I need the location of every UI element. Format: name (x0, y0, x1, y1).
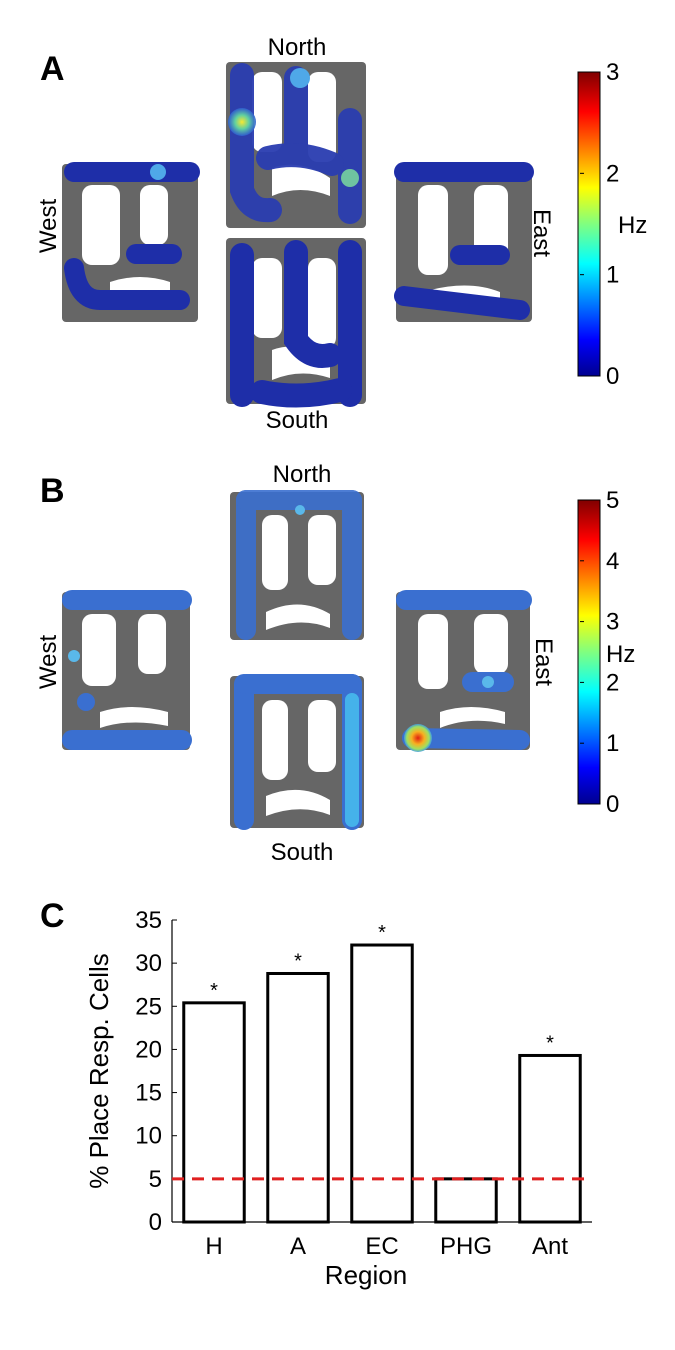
x-tick-label: Ant (532, 1233, 568, 1260)
firing-spot (290, 68, 310, 88)
colorbar-tick-label: 0 (606, 791, 619, 818)
colorbar-tick-label: 2 (606, 669, 619, 696)
panel-c-letter: C (40, 897, 65, 935)
x-tick-label: EC (365, 1233, 398, 1260)
panel-b-maze-south (230, 674, 364, 830)
label-south: South (271, 839, 334, 866)
y-tick-label: 10 (135, 1123, 162, 1150)
y-tick-label: 20 (135, 1036, 162, 1063)
panel-a-colorbar: 0 1 2 3 Hz (577, 59, 647, 390)
panel-a-maze-south (226, 238, 366, 408)
trajectory-paths (394, 162, 534, 320)
x-tick-label: PHG (440, 1233, 492, 1260)
colorbar-unit: Hz (618, 212, 647, 239)
y-tick-label: 15 (135, 1080, 162, 1107)
x-axis-title: Region (325, 1260, 407, 1290)
trajectory-paths (64, 162, 200, 310)
colorbar-ticks: 0 1 2 3 (580, 59, 619, 390)
colorbar-gradient (577, 71, 601, 377)
significance-marker: * (378, 922, 386, 944)
colorbar-tick-label: 1 (606, 730, 619, 757)
label-north: North (273, 461, 332, 488)
trajectory-paths (62, 590, 192, 750)
panel-b-maze-west (62, 590, 192, 750)
firing-spot (68, 650, 80, 662)
bar (350, 943, 414, 1224)
x-tick-label: H (205, 1233, 222, 1260)
label-north: North (268, 34, 327, 61)
firing-spot (77, 693, 95, 711)
colorbar-tick-label: 3 (606, 609, 619, 636)
trajectory-paths (230, 63, 362, 224)
bar (518, 1053, 582, 1224)
bar (266, 971, 330, 1224)
y-tick-label: 35 (135, 907, 162, 934)
panel-b-maze-north (230, 490, 364, 640)
bar-chart: 0 5 10 15 20 25 30 35 H * A * EC * PHG Ant * Region % Plac… (84, 907, 592, 1290)
maze-walls (252, 72, 336, 196)
panel-a-letter: A (40, 50, 65, 88)
colorbar-gradient (577, 499, 601, 805)
y-tick-label: 30 (135, 950, 162, 977)
label-east: East (530, 638, 557, 686)
panel-a: A (35, 34, 647, 434)
colorbar-unit: Hz (606, 641, 635, 668)
maze-walls (262, 515, 336, 630)
panel-b: B (35, 461, 635, 866)
colorbar-tick-label: 4 (606, 548, 619, 575)
colorbar-tick-label: 2 (606, 160, 619, 187)
significance-marker: * (210, 980, 218, 1002)
trajectory-paths (236, 490, 362, 640)
trajectory-paths (230, 240, 362, 408)
panel-b-colorbar: 0 1 2 3 4 5 Hz (577, 487, 635, 818)
bar (182, 1001, 246, 1224)
colorbar-tick-label: 3 (606, 59, 619, 86)
panel-a-maze-east (394, 162, 534, 322)
y-tick-label: 5 (149, 1166, 162, 1193)
panel-c: C 0 5 10 15 20 25 30 35 H * A * EC * PHG Ant * Region % Pl… (40, 897, 592, 1290)
colorbar-tick-label: 0 (606, 363, 619, 390)
firing-spot (295, 505, 305, 515)
bar (434, 1177, 498, 1224)
y-tick-label: 0 (149, 1209, 162, 1236)
maze-walls (262, 700, 336, 816)
panel-a-maze-north (226, 62, 366, 228)
firing-spot (150, 164, 166, 180)
label-west: West (35, 199, 62, 254)
firing-spot (341, 169, 359, 187)
colorbar-tick-label: 5 (606, 487, 619, 514)
y-tick-label: 25 (135, 993, 162, 1020)
firing-spot (482, 676, 494, 688)
maze-walls (82, 614, 168, 728)
firing-hotspot (404, 724, 432, 752)
colorbar-ticks: 0 1 2 3 4 5 (580, 487, 619, 818)
panel-a-maze-west (62, 162, 200, 322)
firing-hotspot (228, 108, 256, 136)
maze-floor (62, 592, 190, 750)
maze-walls (82, 185, 170, 300)
label-south: South (266, 407, 329, 434)
significance-marker: * (546, 1032, 554, 1054)
y-axis-title: % Place Resp. Cells (84, 953, 114, 1189)
maze-walls (418, 614, 508, 728)
panel-b-letter: B (40, 472, 65, 510)
label-east: East (528, 209, 555, 257)
panel-b-maze-east (396, 590, 532, 752)
label-west: West (35, 635, 62, 690)
colorbar-tick-label: 1 (606, 262, 619, 289)
significance-marker: * (294, 950, 302, 972)
x-tick-label: A (290, 1233, 306, 1260)
